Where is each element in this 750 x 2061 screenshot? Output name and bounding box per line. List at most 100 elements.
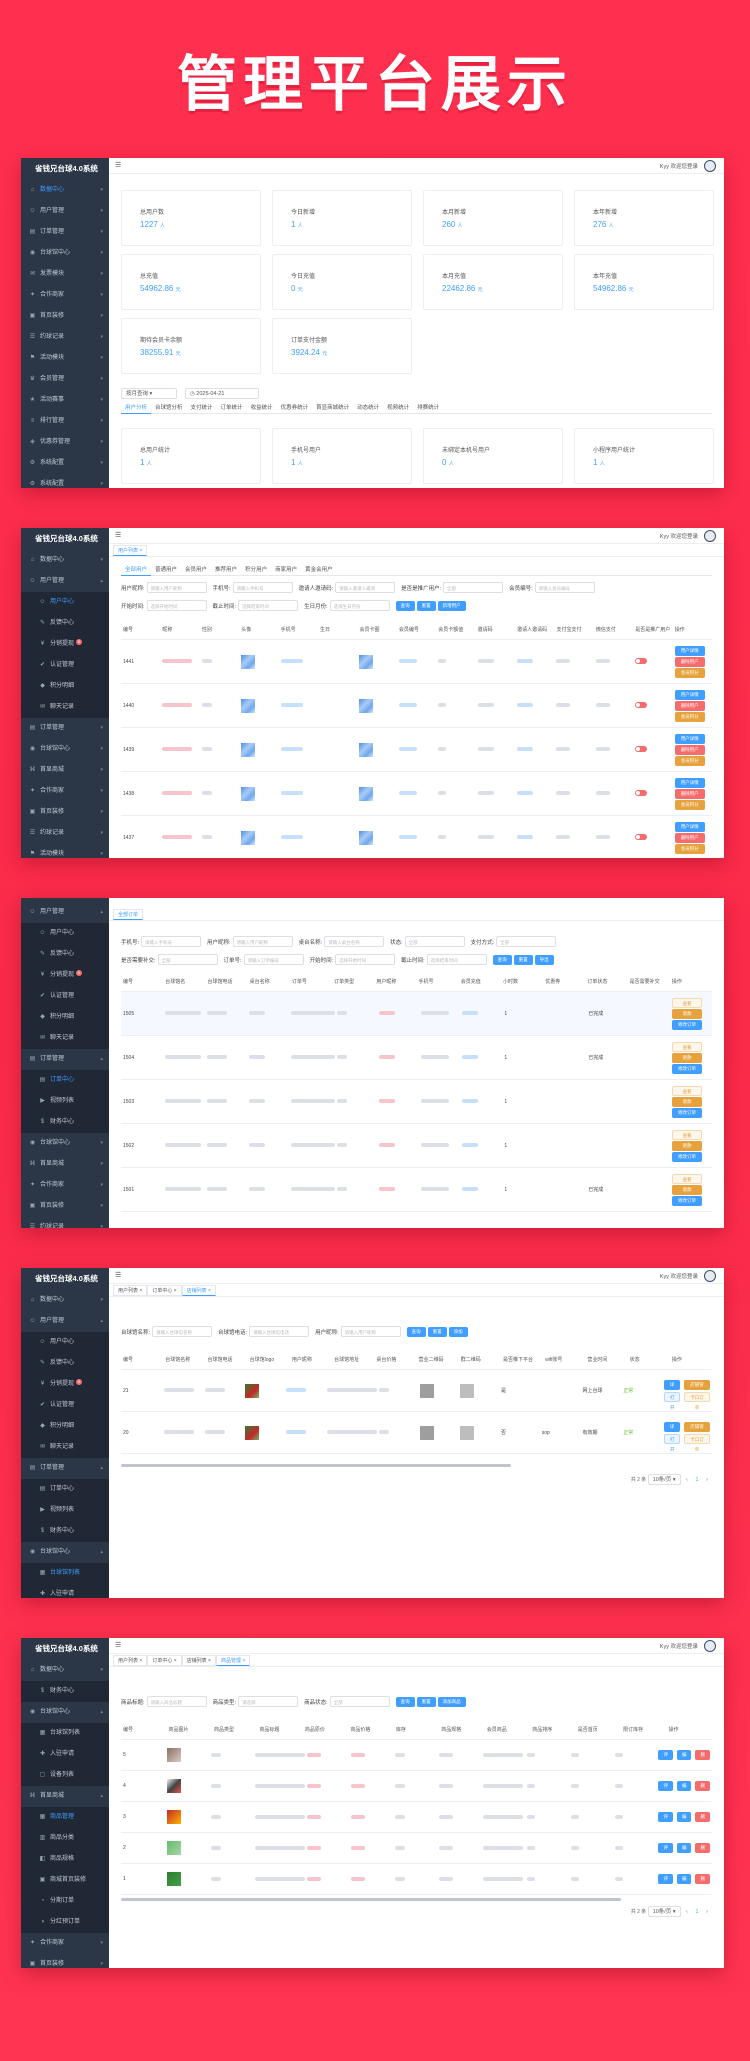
page-tab[interactable]: 店铺列表 × <box>181 1655 216 1666</box>
row-action-button[interactable]: 删除 <box>695 1750 710 1767</box>
avatar[interactable] <box>704 530 716 542</box>
row-action-button[interactable]: 编辑 <box>676 1874 692 1891</box>
sidebar-item[interactable]: ☺ 用户管理 ▴ <box>21 1311 109 1332</box>
sidebar-item[interactable]: ▤ 订单管理 ▾ <box>21 718 109 739</box>
sidebar-item[interactable]: ◉ 台球馆中心 ▴ <box>21 1702 109 1723</box>
sidebar-item[interactable]: ☺ 用户管理 ▴ <box>21 571 109 592</box>
sidebar-item[interactable]: ≡ 排行管理 ▾ <box>21 411 109 432</box>
promoter-toggle[interactable] <box>635 790 648 797</box>
sidebar-item[interactable]: ◧ 商品规格 <box>21 1849 109 1870</box>
subtab[interactable]: 支付统计 <box>190 405 213 411</box>
filter-button[interactable]: 添加 <box>448 1326 468 1337</box>
row-action-button[interactable]: 用户详情 <box>674 645 705 656</box>
row-action-button[interactable]: 删除 <box>695 1812 710 1829</box>
filter-input[interactable]: 请输入台球馆电话 <box>249 1326 310 1337</box>
row-action-button[interactable]: 卡口订单 <box>684 1391 710 1410</box>
sidebar-item[interactable]: ☺ 用户中心 <box>21 592 109 613</box>
sidebar-item[interactable]: ✔ 认证管理 <box>21 655 109 676</box>
date-picker[interactable]: ◷ 2025-04-21 <box>184 388 259 399</box>
row-action-button[interactable]: 会员积分 <box>674 667 705 678</box>
sidebar-item[interactable]: ⌘ 首显商城 ▾ <box>21 760 109 781</box>
row-action-button[interactable]: 评论 <box>658 1750 673 1767</box>
promoter-toggle[interactable] <box>635 702 648 709</box>
sidebar-item[interactable]: ✎ 反馈中心 <box>21 1353 109 1374</box>
promoter-toggle[interactable] <box>635 746 648 753</box>
row-action-button[interactable]: 退款 <box>672 1052 703 1063</box>
promoter-toggle[interactable] <box>635 834 648 841</box>
menu-toggle-icon[interactable]: ☰ <box>115 1272 122 1279</box>
sidebar-item[interactable]: ▤ 订单中心 <box>21 1070 109 1091</box>
row-action-button[interactable]: 退款 <box>672 1096 703 1107</box>
sidebar-item[interactable]: $ 财务中心 <box>21 1112 109 1133</box>
horizontal-scrollbar[interactable] <box>121 1898 621 1901</box>
filter-input[interactable]: 请输入用户昵称 <box>146 582 207 593</box>
next-page-icon[interactable]: › <box>706 1908 708 1915</box>
menu-toggle-icon[interactable]: ☰ <box>115 532 122 539</box>
page-size-select[interactable]: 10条/页 ▾ <box>647 1906 681 1917</box>
row-action-button[interactable]: 删除 <box>695 1781 710 1798</box>
row-action-button[interactable]: 编辑 <box>676 1750 692 1767</box>
filter-input[interactable]: 请输入手机号 <box>141 936 202 947</box>
sidebar-item[interactable]: ✔ 认证管理 <box>21 1395 109 1416</box>
row-action-button[interactable]: 会员积分 <box>674 799 705 810</box>
prev-page-icon[interactable]: ‹ <box>686 1476 688 1483</box>
row-action-button[interactable]: 退款 <box>672 1008 703 1019</box>
sidebar-item[interactable]: $ 财务中心 <box>21 1521 109 1542</box>
sidebar-item[interactable]: ◉ 台球馆中心 ▾ <box>21 243 109 264</box>
row-action-button[interactable]: 店铺管理 <box>684 1379 710 1397</box>
sidebar-item[interactable]: ▤ 订单管理 ▾ <box>21 222 109 243</box>
filter-input[interactable]: 选择生日月份 <box>329 600 390 611</box>
row-action-button[interactable]: 编辑 <box>676 1781 692 1798</box>
row-action-button[interactable]: 退款 <box>672 1184 703 1195</box>
row-action-button[interactable]: 查看 <box>672 1173 703 1184</box>
subtab[interactable]: 积分用户 <box>245 567 268 573</box>
row-action-button[interactable]: 查看 <box>672 1129 703 1140</box>
sidebar-item[interactable]: ▦ 台球馆列表 <box>21 1723 109 1744</box>
row-action-button[interactable]: 用户详情 <box>674 689 705 700</box>
sidebar-item[interactable]: ▥ 商品分类 <box>21 1828 109 1849</box>
sidebar-item[interactable]: ▦ 台球馆列表 <box>21 1563 109 1584</box>
sidebar-item[interactable]: ✉ 聊天记录 <box>21 697 109 718</box>
sidebar-item[interactable]: ▣ 首页装修 ▾ <box>21 1954 109 1968</box>
sidebar-item[interactable]: ▤ 订单中心 <box>21 1479 109 1500</box>
filter-button[interactable]: 重置 <box>416 1696 436 1707</box>
subtab[interactable]: 视频统计 <box>387 405 410 411</box>
row-action-button[interactable]: 删除用户 <box>674 656 705 667</box>
filter-input[interactable]: 请输入订单编号 <box>243 954 304 965</box>
row-action-button[interactable]: 查看 <box>672 997 703 1008</box>
filter-button[interactable]: 查询 <box>492 954 512 965</box>
sidebar-item[interactable]: ◈ 优惠券管理 ▾ <box>21 432 109 453</box>
filter-input[interactable]: 全部 <box>329 1696 390 1707</box>
avatar[interactable] <box>704 1270 716 1282</box>
sidebar-item[interactable]: ◉ 台球馆中心 ▾ <box>21 1133 109 1154</box>
sidebar-item[interactable]: ⌂ 数据中心 ▾ <box>21 550 109 571</box>
filter-input[interactable]: 请输入用户昵称 <box>232 936 293 947</box>
avatar[interactable] <box>704 1640 716 1652</box>
subtab[interactable]: 首显商城统计 <box>316 405 350 411</box>
filter-input[interactable]: 全部 <box>404 936 465 947</box>
row-action-button[interactable]: 删除 <box>695 1874 710 1891</box>
sidebar-item[interactable]: ♛ 会员管理 ▾ <box>21 369 109 390</box>
row-action-button[interactable]: 详情 <box>664 1379 680 1397</box>
row-action-button[interactable]: 评论 <box>658 1874 673 1891</box>
row-action-button[interactable]: 详情 <box>664 1421 680 1439</box>
row-action-button[interactable]: 编辑 <box>676 1812 692 1829</box>
sidebar-item[interactable]: ◔ 分期订单 <box>21 1891 109 1912</box>
sidebar-item[interactable]: ¥ 分销提现 5 <box>21 634 109 655</box>
row-action-button[interactable]: 查看 <box>672 1041 703 1052</box>
tab-user-list[interactable]: 用户列表 × <box>113 545 148 556</box>
row-action-button[interactable]: 修改订单 <box>672 1107 703 1118</box>
sidebar-item[interactable]: ✦ 合作商家 ▾ <box>21 285 109 306</box>
sidebar-item[interactable]: ✚ 入驻申请 <box>21 1744 109 1765</box>
page-tab[interactable]: 订单中心 × <box>147 1285 182 1296</box>
row-action-button[interactable]: 打开 <box>664 1391 680 1410</box>
menu-toggle-icon[interactable]: ☰ <box>115 1642 122 1649</box>
sidebar-item[interactable]: ✚ 入驻申请 <box>21 1584 109 1598</box>
filter-input[interactable]: 选择结束时间 <box>238 600 299 611</box>
sidebar-item[interactable]: ▣ 首页装修 ▾ <box>21 1196 109 1217</box>
row-action-button[interactable]: 退款 <box>672 1140 703 1151</box>
sidebar-item[interactable]: ⚙ 系统配置 ▾ <box>21 474 109 488</box>
row-action-button[interactable]: 评论 <box>658 1843 673 1860</box>
sidebar-item[interactable]: ★ 活动赛事 ▾ <box>21 390 109 411</box>
row-action-button[interactable]: 修改订单 <box>672 1019 703 1030</box>
